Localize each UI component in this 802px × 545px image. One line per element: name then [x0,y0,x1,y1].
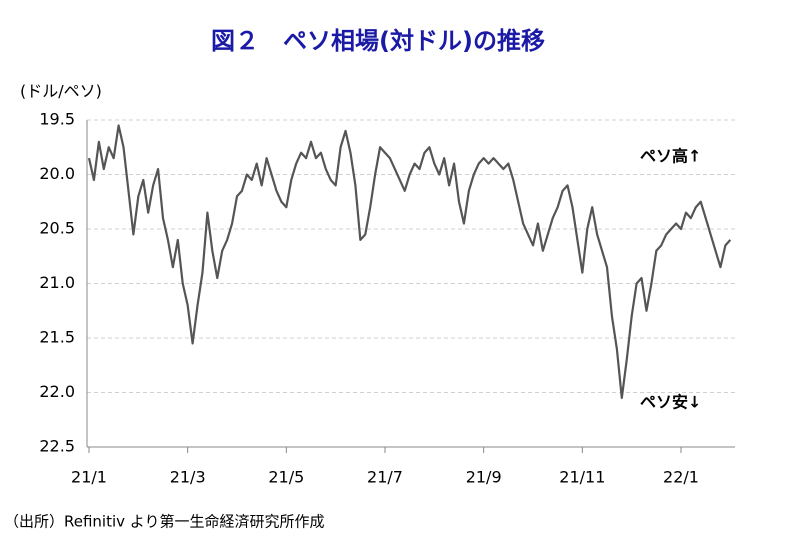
line-series [87,124,732,400]
annotation: ペソ安↓ [640,393,701,412]
y-tick-label: 21.5 [39,328,75,347]
y-tick-label: 19.5 [39,110,75,129]
x-tick-label: 21/11 [559,468,605,487]
y-tick-label: 20.5 [39,219,75,238]
y-tick-label: 22.5 [39,437,75,456]
annotation: ペソ高↑ [640,147,701,166]
x-tick-label: 21/7 [367,468,403,487]
x-tick-label: 21/9 [466,468,502,487]
y-tick-label: 20.0 [39,164,75,183]
source-note: （出所）Refinitiv より第一生命経済研究所作成 [4,513,325,531]
x-tick-label: 21/1 [71,468,107,487]
y-axis-label: (ドル/ペソ) [20,82,102,101]
x-tick-label: 22/1 [663,468,699,487]
x-tick-label: 21/5 [268,468,304,487]
chart-title: 図２ ペソ相場(対ドル)の推移 [211,27,545,55]
y-tick-label: 21.0 [39,273,75,292]
x-tick-label: 21/3 [170,468,206,487]
y-tick-label: 22.0 [39,382,75,401]
